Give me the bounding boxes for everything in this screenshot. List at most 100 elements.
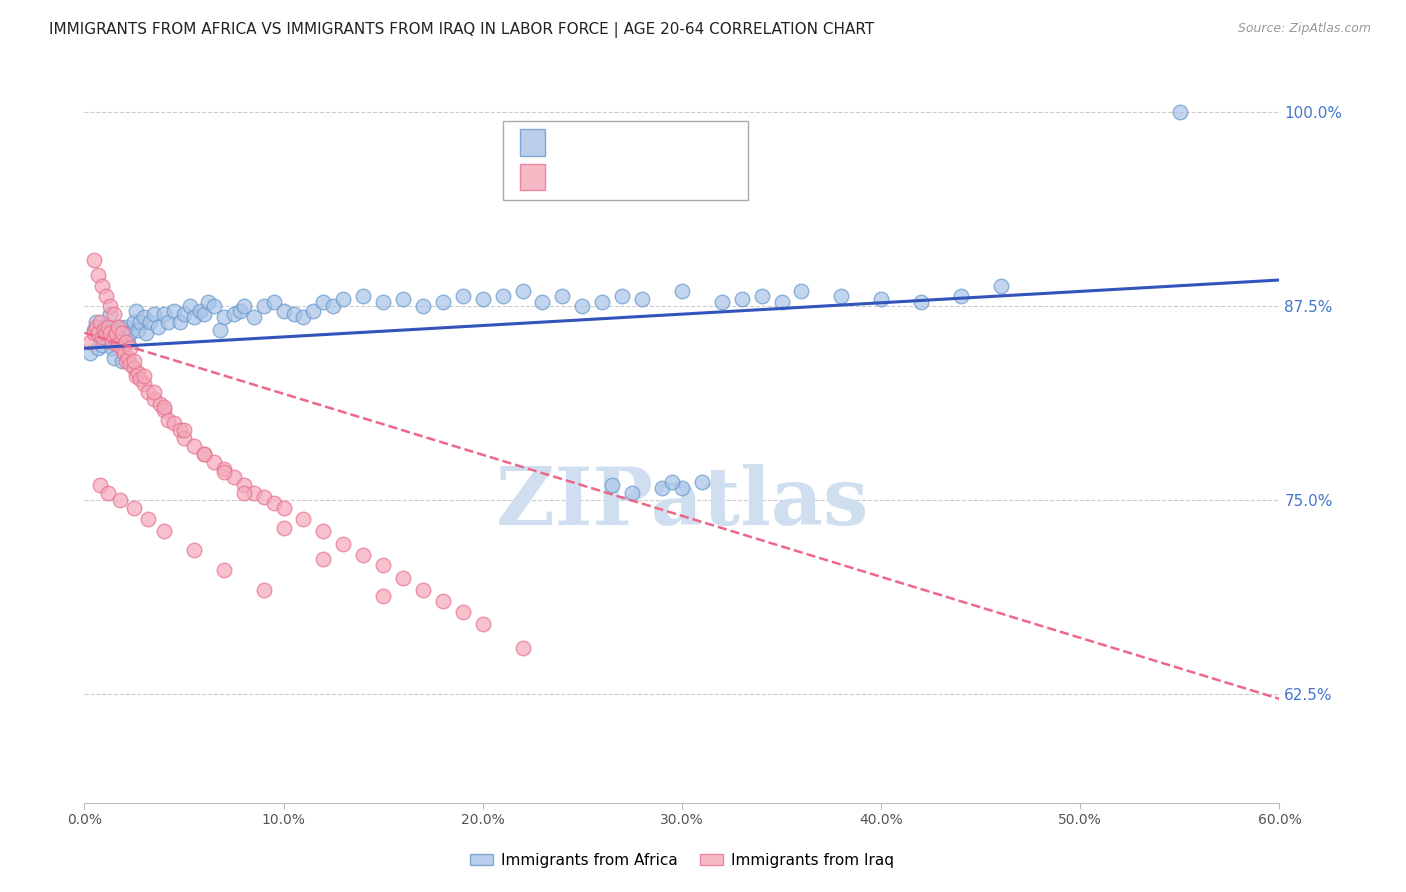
Point [117,351,139,365]
Point [179,299,201,313]
Point [83,323,105,337]
Point [103,330,125,344]
Point [212,462,235,476]
Point [600,477,623,491]
Point [312,524,335,539]
Point [107,338,129,352]
Point [253,583,276,598]
Point [110,334,132,349]
Point [153,403,176,417]
Point [212,310,235,325]
Point [132,310,156,325]
Point [87,341,110,355]
Point [143,384,166,399]
Point [117,334,139,349]
Point [193,447,215,461]
Point [352,548,374,562]
Text: R =: R = [557,170,589,186]
Point [125,369,148,384]
Point [193,307,215,321]
Point [97,485,120,500]
Point [432,294,454,309]
Point [89,315,111,329]
Point [222,307,245,321]
Point [283,307,305,321]
Point [1168,105,1191,120]
Point [193,447,215,461]
Point [169,424,191,438]
Point [242,310,264,325]
Point [651,481,673,495]
Point [132,376,156,391]
Point [292,310,315,325]
Text: ZIPatlas: ZIPatlas [496,464,868,542]
Point [232,477,254,491]
Point [103,351,125,365]
Point [392,292,415,306]
Point [451,605,474,619]
Point [132,369,156,384]
Point [93,319,115,334]
Point [242,485,264,500]
Point [103,307,125,321]
Point [197,294,219,309]
Point [115,319,138,334]
Point [111,341,134,355]
Point [146,319,169,334]
Text: R =: R = [557,135,589,150]
Point [222,470,245,484]
Point [122,361,145,376]
Point [492,288,515,302]
Point [101,341,124,355]
Point [571,299,593,313]
Point [432,594,454,608]
Text: N =: N = [652,135,696,150]
Text: Source: ZipAtlas.com: Source: ZipAtlas.com [1237,22,1371,36]
Point [512,640,534,655]
Point [91,338,114,352]
Point [332,537,354,551]
Point [183,439,205,453]
Point [183,310,205,325]
Point [373,558,395,573]
Point [135,326,157,340]
Point [93,323,115,337]
Point [129,372,152,386]
Point [98,299,121,313]
Point [373,294,395,309]
Point [107,319,129,334]
Point [631,292,654,306]
Point [163,416,186,430]
Point [373,590,395,604]
Point [352,288,374,302]
Point [79,334,101,349]
Point [202,299,225,313]
Point [112,326,135,340]
Point [790,284,813,298]
Point [273,501,295,516]
Point [107,330,129,344]
Point [91,279,114,293]
Point [110,319,132,334]
Point [332,292,354,306]
Point [263,496,285,510]
Point [188,304,211,318]
Point [273,521,295,535]
Point [139,315,162,329]
Point [751,288,773,302]
Point [292,512,315,526]
Point [115,353,138,368]
Point [120,341,142,355]
Point [273,304,295,318]
Point [105,326,128,340]
Point [671,284,693,298]
Text: N =: N = [652,170,696,186]
Point [97,334,120,348]
Point [202,454,225,468]
Point [83,252,105,267]
Point [471,292,494,306]
Point [89,477,111,491]
Point [253,490,276,504]
Point [512,284,534,298]
Point [149,397,172,411]
